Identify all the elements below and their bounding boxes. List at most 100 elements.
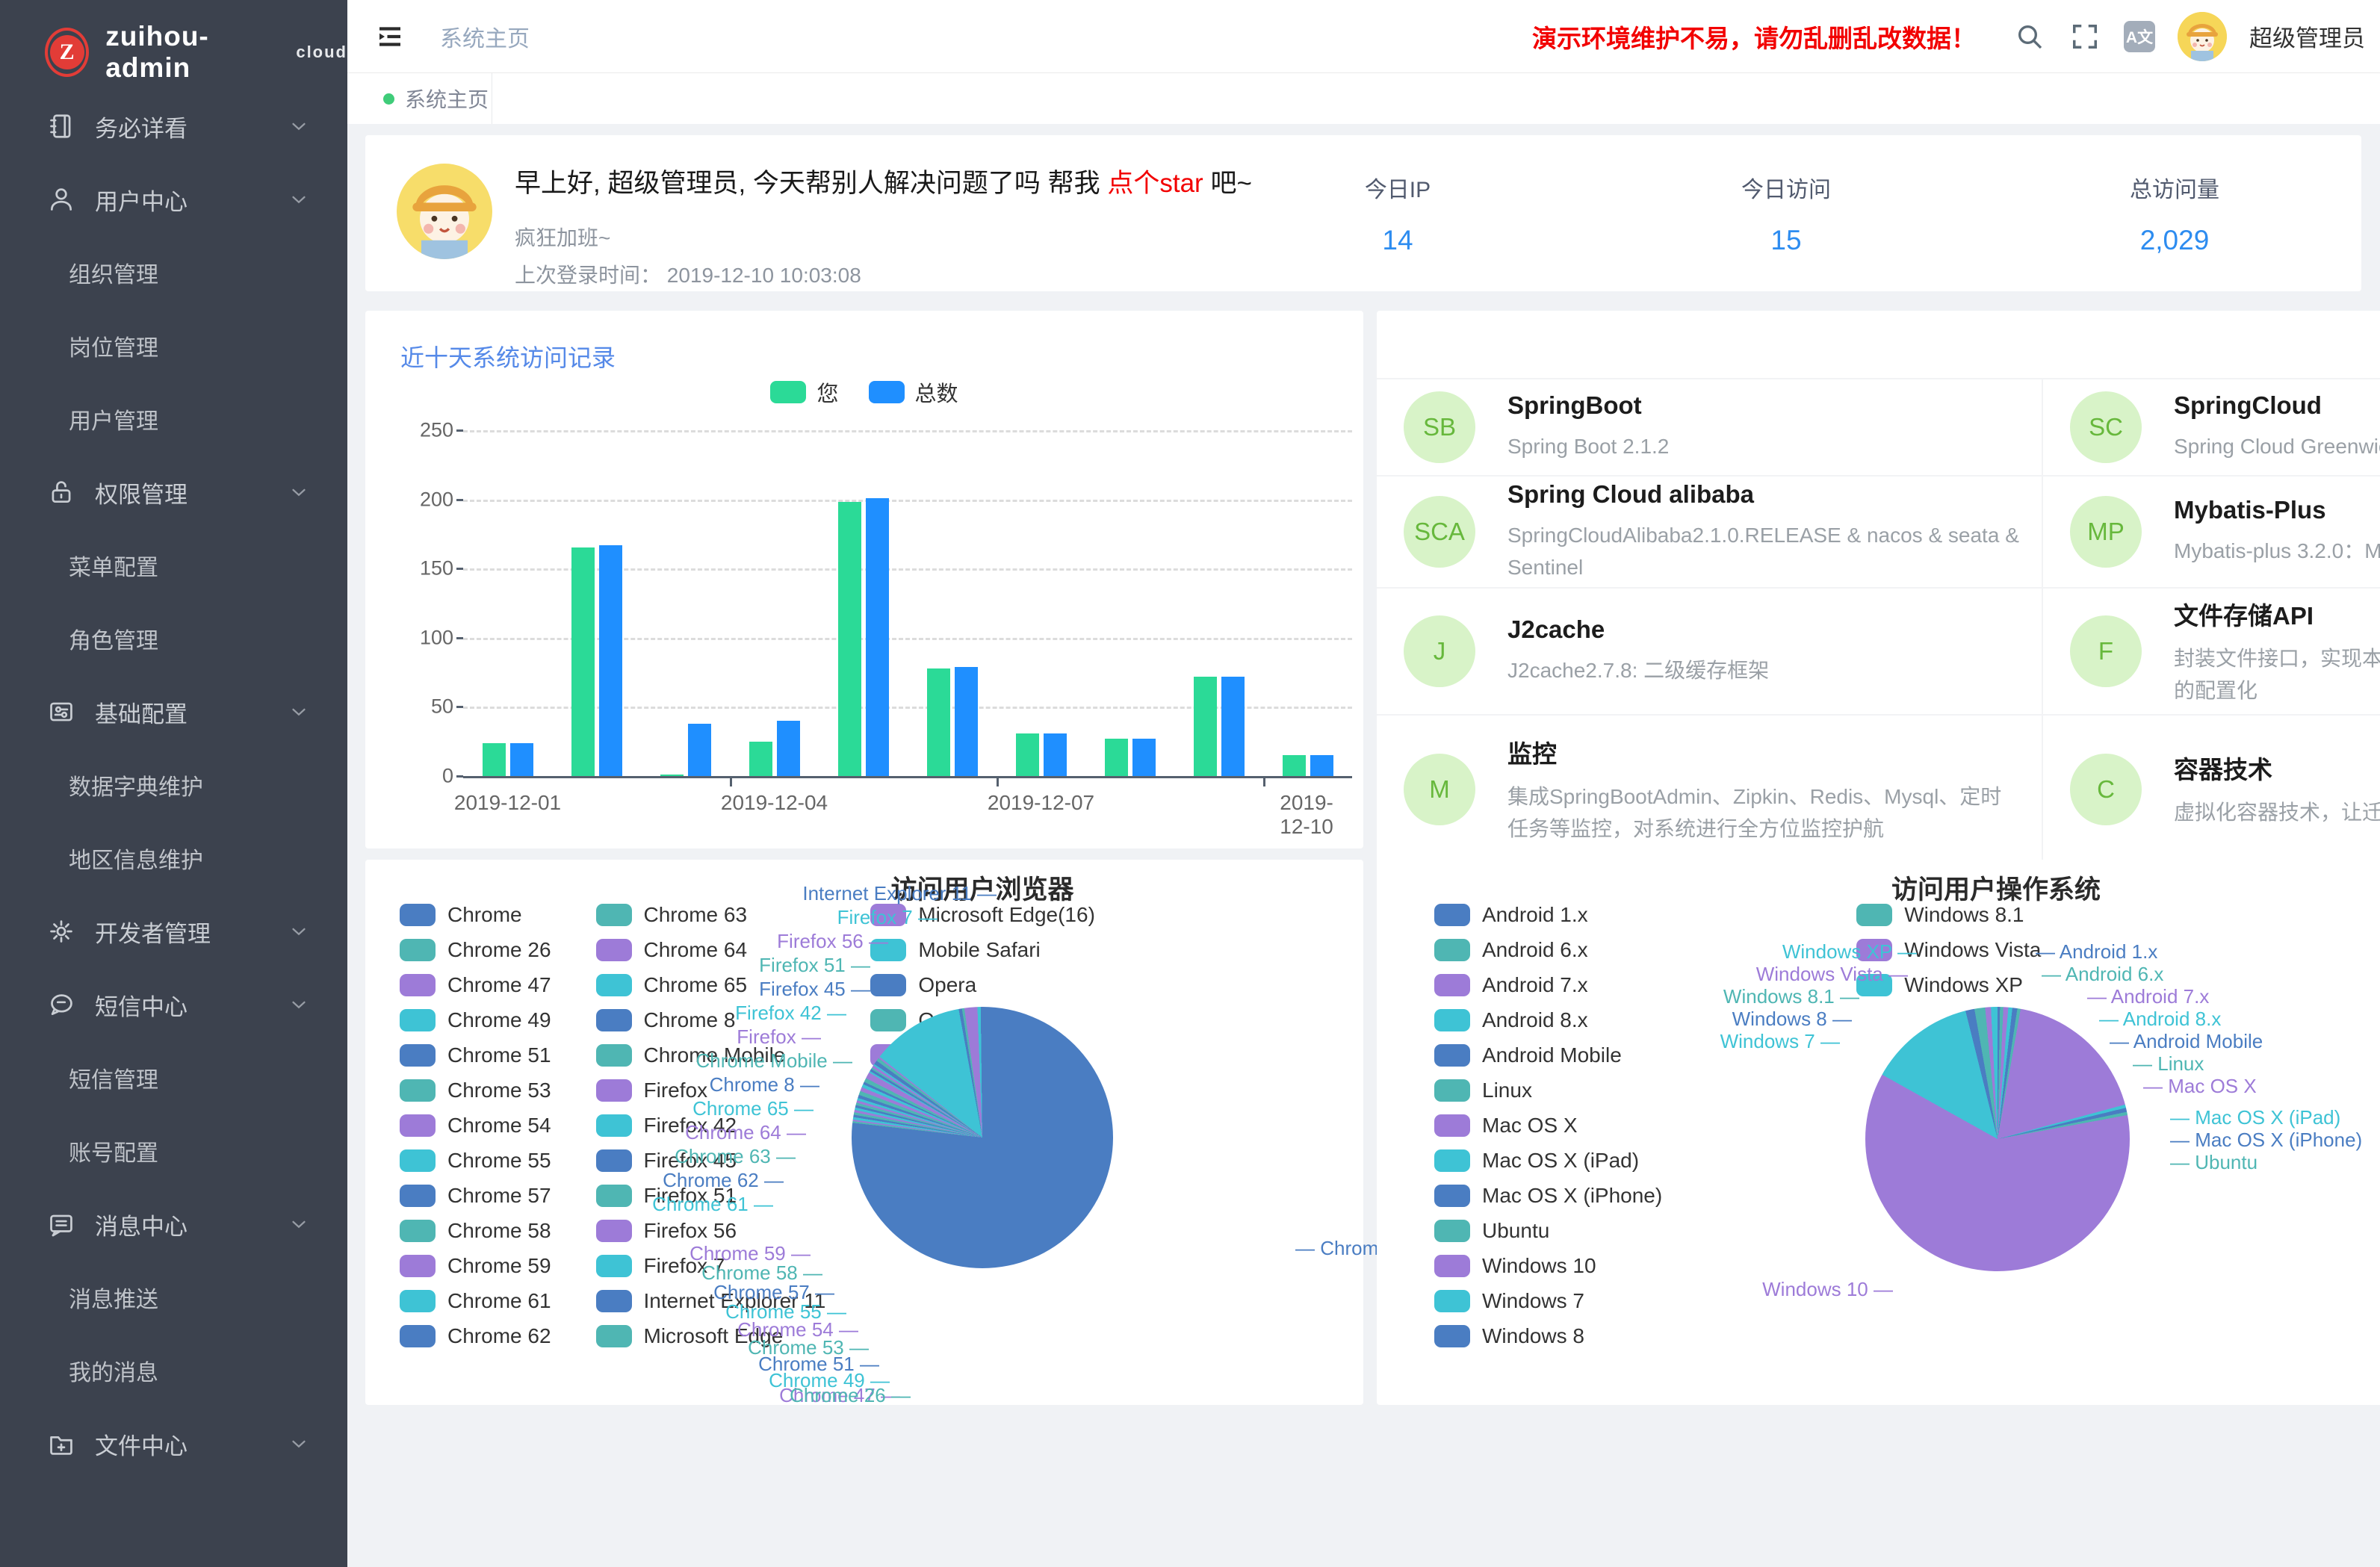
- tech-card-文件存储API[interactable]: F文件存储API封装文件接口，实现本地存储、阿里云、FastDFS存储的配置化: [2043, 587, 2380, 714]
- legend-item-Chrome 51[interactable]: Chrome 51: [400, 1037, 551, 1073]
- avatar[interactable]: [2178, 12, 2227, 61]
- pie-callout-Ubuntu: Ubuntu: [2170, 1151, 2257, 1174]
- sidebar-item-组织管理[interactable]: 组织管理: [0, 236, 347, 309]
- sidebar-nav: 务必详看用户中心组织管理岗位管理用户管理权限管理菜单配置角色管理基础配置数据字典…: [0, 90, 347, 1480]
- tech-card-容器技术[interactable]: C容器技术虚拟化容器技术，让迁移、部署更加方便快捷: [2043, 714, 2380, 863]
- logo-icon: Z: [45, 28, 89, 77]
- pie-callout-Chrome 64: Chrome 64: [685, 1121, 806, 1144]
- sidebar-item-短信管理[interactable]: 短信管理: [0, 1041, 347, 1114]
- message-icon: [47, 1210, 75, 1238]
- bar-total-2019-12-06: [955, 667, 978, 776]
- menu-fold-icon[interactable]: [374, 20, 406, 53]
- tech-badge: F: [2070, 615, 2142, 687]
- legend-item-Chrome 62[interactable]: Chrome 62: [400, 1318, 551, 1353]
- sidebar-item-开发者管理[interactable]: 开发者管理: [0, 895, 347, 968]
- tech-card-J2cache[interactable]: JJ2cacheJ2cache2.7.8: 二级缓存框架: [1377, 587, 2043, 714]
- star-link[interactable]: 点个star: [1107, 169, 1203, 198]
- legend-item-Chrome 26[interactable]: Chrome 26: [400, 932, 551, 967]
- bar-total-2019-12-01: [510, 743, 533, 776]
- legend-item-Ubuntu[interactable]: Ubuntu: [1434, 1213, 1662, 1248]
- legend-item-Chrome 63[interactable]: Chrome 63: [596, 897, 826, 932]
- bar-total-2019-12-05: [866, 498, 889, 776]
- sidebar-item-用户中心[interactable]: 用户中心: [0, 163, 347, 236]
- sidebar-item-我的消息[interactable]: 我的消息: [0, 1334, 347, 1407]
- legend-swatch: [400, 1044, 436, 1067]
- legend-item-Opera[interactable]: Opera: [870, 967, 1095, 1002]
- bar-you-2019-12-03: [660, 775, 684, 776]
- legend-swatch: [870, 1009, 906, 1031]
- tab-system-home[interactable]: 系统主页: [365, 73, 492, 124]
- topbar: 系统主页 演示环境维护不易，请勿乱删乱改数据！ A文 超级管理员: [347, 0, 2380, 73]
- bar-you-2019-12-07: [1016, 733, 1039, 776]
- legend-item-Chrome 59[interactable]: Chrome 59: [400, 1248, 551, 1283]
- sidebar-item-岗位管理[interactable]: 岗位管理: [0, 309, 347, 382]
- legend-swatch: [400, 1290, 436, 1312]
- tech-stack-card: 了解更多 SBSpringBootSpring Boot 2.1.2SCSpri…: [1377, 311, 2380, 865]
- legend-item-Chrome 54[interactable]: Chrome 54: [400, 1108, 551, 1143]
- legend-item-Android 1.x[interactable]: Android 1.x: [1434, 897, 1662, 932]
- legend-swatch: [870, 974, 906, 996]
- sidebar-item-基础配置[interactable]: 基础配置: [0, 675, 347, 748]
- current-user-name[interactable]: 超级管理员: [2249, 19, 2365, 53]
- tech-card-SpringBoot[interactable]: SBSpringBootSpring Boot 2.1.2: [1377, 378, 2043, 475]
- legend-item-Chrome 49[interactable]: Chrome 49: [400, 1002, 551, 1037]
- pie-callout-Mac OS X (iPad): Mac OS X (iPad): [2170, 1106, 2340, 1129]
- pie-callout-Android Mobile: Android Mobile: [2110, 1030, 2263, 1053]
- legend-item-Chrome 61[interactable]: Chrome 61: [400, 1283, 551, 1318]
- legend-item-Android 8.x[interactable]: Android 8.x: [1434, 1002, 1662, 1037]
- sidebar-item-账号配置[interactable]: 账号配置: [0, 1114, 347, 1188]
- legend-swatch: [400, 939, 436, 961]
- language-icon[interactable]: A文: [2124, 21, 2155, 52]
- legend-item-Chrome 57[interactable]: Chrome 57: [400, 1178, 551, 1213]
- legend-item-Mobile Safari[interactable]: Mobile Safari: [870, 932, 1095, 967]
- legend-item-Android Mobile[interactable]: Android Mobile: [1434, 1037, 1662, 1073]
- legend-item-Mac OS X (iPhone)[interactable]: Mac OS X (iPhone): [1434, 1178, 1662, 1213]
- legend-item-total[interactable]: 总数: [869, 376, 958, 408]
- legend-item-Chrome[interactable]: Chrome: [400, 897, 551, 932]
- sidebar-item-务必详看[interactable]: 务必详看: [0, 90, 347, 163]
- legend-item-Chrome 55[interactable]: Chrome 55: [400, 1143, 551, 1178]
- pie-callout-Internet Explorer 11: Internet Explorer 11: [802, 882, 997, 905]
- legend-item-Windows 8[interactable]: Windows 8: [1434, 1318, 1662, 1353]
- sidebar-item-用户管理[interactable]: 用户管理: [0, 382, 347, 456]
- sidebar-item-数据字典维护[interactable]: 数据字典维护: [0, 748, 347, 822]
- tech-card-Mybatis-Plus[interactable]: MPMybatis-PlusMybatis-plus 3.2.0：Mybatis…: [2043, 475, 2380, 587]
- app-title-suffix: cloud: [296, 43, 347, 62]
- legend-item-you[interactable]: 您: [770, 376, 838, 408]
- legend-item-Chrome 53[interactable]: Chrome 53: [400, 1073, 551, 1108]
- legend-item-Windows 8.1[interactable]: Windows 8.1: [1856, 897, 2041, 932]
- tech-card-Spring Cloud alibaba[interactable]: SCASpring Cloud alibabaSpringCloudAlibab…: [1377, 475, 2043, 587]
- stat-0: 今日IP14: [1312, 171, 1484, 256]
- legend-swatch: [400, 1079, 436, 1102]
- legend-swatch: [1434, 1185, 1470, 1207]
- sidebar-item-权限管理[interactable]: 权限管理: [0, 456, 347, 529]
- tech-card-监控[interactable]: M监控集成SpringBootAdmin、Zipkin、Redis、Mysql、…: [1377, 714, 2043, 863]
- legend-item-Windows 7[interactable]: Windows 7: [1434, 1283, 1662, 1318]
- breadcrumb[interactable]: 系统主页: [440, 20, 530, 53]
- tech-card-SpringCloud[interactable]: SCSpringCloudSpring Cloud Greenwich.RELE…: [2043, 378, 2380, 475]
- browser-pie-card: 访问用户浏览器 ChromeChrome 26Chrome 47Chrome 4…: [365, 860, 1363, 1405]
- sidebar-item-文件中心[interactable]: 文件中心: [0, 1407, 347, 1480]
- legend-item-Chrome 47[interactable]: Chrome 47: [400, 967, 551, 1002]
- sidebar-item-消息中心[interactable]: 消息中心: [0, 1188, 347, 1261]
- bar-total-2019-12-04: [777, 721, 800, 776]
- sidebar-item-短信中心[interactable]: 短信中心: [0, 968, 347, 1041]
- pie-callout-Windows 10: Windows 10: [1762, 1278, 1893, 1301]
- bar-you-2019-12-02: [571, 547, 595, 776]
- bar-chart-title: 近十天系统访问记录: [400, 339, 616, 373]
- legend-swatch: [596, 1255, 632, 1277]
- legend-item-Mac OS X[interactable]: Mac OS X: [1434, 1108, 1662, 1143]
- sidebar-item-消息推送[interactable]: 消息推送: [0, 1261, 347, 1334]
- legend-item-Windows 10[interactable]: Windows 10: [1434, 1248, 1662, 1283]
- search-icon[interactable]: [2013, 20, 2046, 53]
- legend-item-Linux[interactable]: Linux: [1434, 1073, 1662, 1108]
- legend-item-Chrome 58[interactable]: Chrome 58: [400, 1213, 551, 1248]
- legend-item-Mac OS X (iPad)[interactable]: Mac OS X (iPad): [1434, 1143, 1662, 1178]
- sidebar-item-角色管理[interactable]: 角色管理: [0, 602, 347, 675]
- legend-item-Android 6.x[interactable]: Android 6.x: [1434, 932, 1662, 967]
- sidebar-item-地区信息维护[interactable]: 地区信息维护: [0, 822, 347, 895]
- y-tick-label: 100: [420, 626, 453, 649]
- fullscreen-icon[interactable]: [2068, 20, 2101, 53]
- sidebar-item-菜单配置[interactable]: 菜单配置: [0, 529, 347, 602]
- legend-item-Android 7.x[interactable]: Android 7.x: [1434, 967, 1662, 1002]
